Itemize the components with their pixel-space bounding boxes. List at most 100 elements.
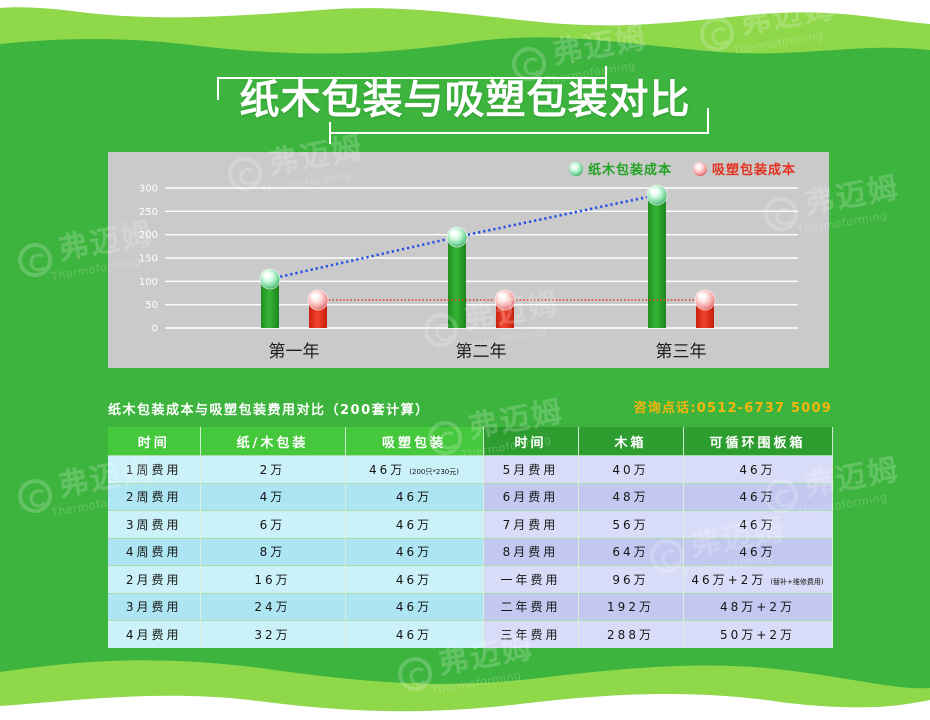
legend-marker-wood-icon bbox=[569, 162, 583, 176]
column-header-time: 时间 bbox=[108, 427, 201, 456]
cell-time: 3周费用 bbox=[108, 510, 201, 538]
cell-time: 3月费用 bbox=[108, 592, 201, 621]
cell-time-2: 三年费用 bbox=[483, 620, 579, 648]
marker-blister-packaging bbox=[307, 289, 329, 311]
marker-wood-packaging bbox=[446, 226, 468, 248]
cell-recyclable-box-cost: 46万+2万 (替补+维修费用) bbox=[683, 565, 833, 593]
column-header-wooden-box: 木箱 bbox=[578, 427, 684, 456]
cell-blister-cost: 46万 bbox=[345, 592, 484, 621]
x-tick-label: 第三年 bbox=[656, 342, 707, 362]
cell-paper-wood-cost: 16万 bbox=[200, 565, 346, 593]
cell-blister-cost: 46万 bbox=[345, 510, 484, 538]
column-header-paper-wood: 纸/木包装 bbox=[200, 427, 346, 456]
table-row: 1周费用 2万 46万 (200只*230元) 5月费用 40万 46万 bbox=[108, 455, 833, 483]
cell-time: 4月费用 bbox=[108, 620, 201, 648]
x-tick-label: 第二年 bbox=[456, 342, 507, 362]
x-tick-label: 第一年 bbox=[269, 342, 320, 362]
cell-recyclable-box-cost: 46万 bbox=[683, 482, 833, 511]
chart-x-axis-labels: 第一年 第二年 第三年 bbox=[269, 342, 707, 362]
cell-blister-cost: 46万 bbox=[345, 565, 484, 593]
cell-note: (200只*230元) bbox=[409, 467, 459, 476]
cell-time-2: 6月费用 bbox=[483, 482, 579, 511]
cell-wooden-box-cost: 288万 bbox=[578, 620, 684, 648]
y-tick-label: 50 bbox=[145, 300, 158, 311]
cost-comparison-table: 时间 纸/木包装 吸塑包装 时间 木箱 可循环围板箱 1周费用 2万 46万 (2… bbox=[108, 427, 833, 648]
cell-paper-wood-cost: 24万 bbox=[200, 592, 346, 621]
table-row: 4周费用 8万 46万 8月费用 64万 46万 bbox=[108, 537, 833, 566]
marker-wood-packaging bbox=[646, 184, 668, 206]
y-tick-label: 100 bbox=[139, 277, 158, 288]
table-row: 3周费用 6万 46万 7月费用 56万 46万 bbox=[108, 510, 833, 538]
cell-paper-wood-cost: 8万 bbox=[200, 537, 346, 566]
marker-highlight bbox=[263, 272, 271, 278]
chart-legend: 纸木包装成本 吸塑包装成本 bbox=[569, 162, 796, 178]
table-row: 4月费用 32万 46万 三年费用 288万 50万+2万 bbox=[108, 620, 833, 648]
cell-blister-cost: 46万 bbox=[345, 620, 484, 648]
cell-blister-cost: 46万 bbox=[345, 537, 484, 566]
table-row: 3月费用 24万 46万 二年费用 192万 48万+2万 bbox=[108, 592, 833, 621]
marker-highlight bbox=[698, 293, 706, 299]
marker-highlight bbox=[498, 293, 506, 299]
y-tick-label: 200 bbox=[139, 230, 158, 241]
cell-time-2: 一年费用 bbox=[483, 565, 579, 593]
cell-wooden-box-cost: 192万 bbox=[578, 592, 684, 621]
cell-time: 2周费用 bbox=[108, 482, 201, 511]
trend-line-wood bbox=[269, 193, 658, 281]
chart-markers bbox=[259, 184, 716, 311]
y-tick-label: 250 bbox=[139, 207, 158, 218]
table-caption: 纸木包装成本与吸塑包装费用对比（200套计算） bbox=[108, 403, 430, 418]
chart-trend-lines bbox=[269, 193, 705, 301]
cell-wooden-box-cost: 48万 bbox=[578, 482, 684, 511]
page-title: 纸木包装与吸塑包装对比 bbox=[239, 77, 691, 123]
marker-wood-packaging bbox=[259, 268, 281, 290]
column-header-blister: 吸塑包装 bbox=[345, 427, 484, 456]
cell-time-2: 8月费用 bbox=[483, 537, 579, 566]
cell-paper-wood-cost: 6万 bbox=[200, 510, 346, 538]
cell-recyclable-box-cost-value: 46万+2万 bbox=[691, 572, 767, 587]
cell-wooden-box-cost: 64万 bbox=[578, 537, 684, 566]
cell-recyclable-box-cost: 48万+2万 bbox=[683, 592, 833, 621]
table-row: 2周费用 4万 46万 6月费用 48万 46万 bbox=[108, 482, 833, 511]
chart-bars bbox=[261, 195, 714, 328]
cell-paper-wood-cost: 32万 bbox=[200, 620, 346, 648]
marker-highlight bbox=[450, 230, 458, 236]
cell-time-2: 7月费用 bbox=[483, 510, 579, 538]
legend-marker-blister-icon bbox=[693, 162, 707, 176]
bar-wood-packaging bbox=[448, 237, 466, 328]
cell-time-2: 5月费用 bbox=[483, 455, 579, 483]
cell-time: 4周费用 bbox=[108, 537, 201, 566]
chart-panel: 0 50 100 150 200 250 300 第一年 第二年 第三年 纸木包装成本 吸塑包装… bbox=[108, 152, 829, 368]
cell-time: 2月费用 bbox=[108, 565, 201, 593]
cell-blister-cost-value: 46万 bbox=[369, 462, 406, 477]
cell-recyclable-box-cost: 50万+2万 bbox=[683, 620, 833, 648]
marker-highlight bbox=[650, 188, 658, 194]
legend-label-blister: 吸塑包装成本 bbox=[712, 162, 796, 178]
cell-recyclable-box-cost: 46万 bbox=[683, 537, 833, 566]
cell-time: 1周费用 bbox=[108, 455, 201, 483]
y-tick-label: 300 bbox=[139, 184, 158, 195]
contact-phone: 咨询点话:0512-6737 5009 bbox=[633, 401, 832, 416]
y-tick-label: 0 bbox=[152, 324, 158, 335]
legend-label-wood: 纸木包装成本 bbox=[588, 162, 672, 178]
table-header-row: 时间 纸/木包装 吸塑包装 时间 木箱 可循环围板箱 bbox=[108, 427, 833, 456]
marker-blister-packaging bbox=[494, 289, 516, 311]
cell-paper-wood-cost: 4万 bbox=[200, 482, 346, 511]
marker-highlight bbox=[311, 293, 319, 299]
bar-wood-packaging bbox=[261, 279, 279, 328]
cost-bar-chart: 0 50 100 150 200 250 300 第一年 第二年 第三年 纸木包装成本 吸塑包装… bbox=[139, 162, 798, 362]
cell-wooden-box-cost: 40万 bbox=[578, 455, 684, 483]
cell-note: (替补+维修费用) bbox=[770, 577, 824, 586]
cell-time-2: 二年费用 bbox=[483, 592, 579, 621]
cell-blister-cost: 46万 bbox=[345, 482, 484, 511]
y-tick-label: 150 bbox=[139, 254, 158, 265]
column-header-recyclable-box: 可循环围板箱 bbox=[683, 427, 833, 456]
cell-recyclable-box-cost: 46万 bbox=[683, 455, 833, 483]
table-row: 2月费用 16万 46万 一年费用 96万 46万+2万 (替补+维修费用) bbox=[108, 565, 833, 593]
cell-recyclable-box-cost: 46万 bbox=[683, 510, 833, 538]
cell-wooden-box-cost: 56万 bbox=[578, 510, 684, 538]
cell-wooden-box-cost: 96万 bbox=[578, 565, 684, 593]
marker-blister-packaging bbox=[694, 289, 716, 311]
cell-blister-cost: 46万 (200只*230元) bbox=[345, 455, 484, 483]
cell-paper-wood-cost: 2万 bbox=[200, 455, 346, 483]
